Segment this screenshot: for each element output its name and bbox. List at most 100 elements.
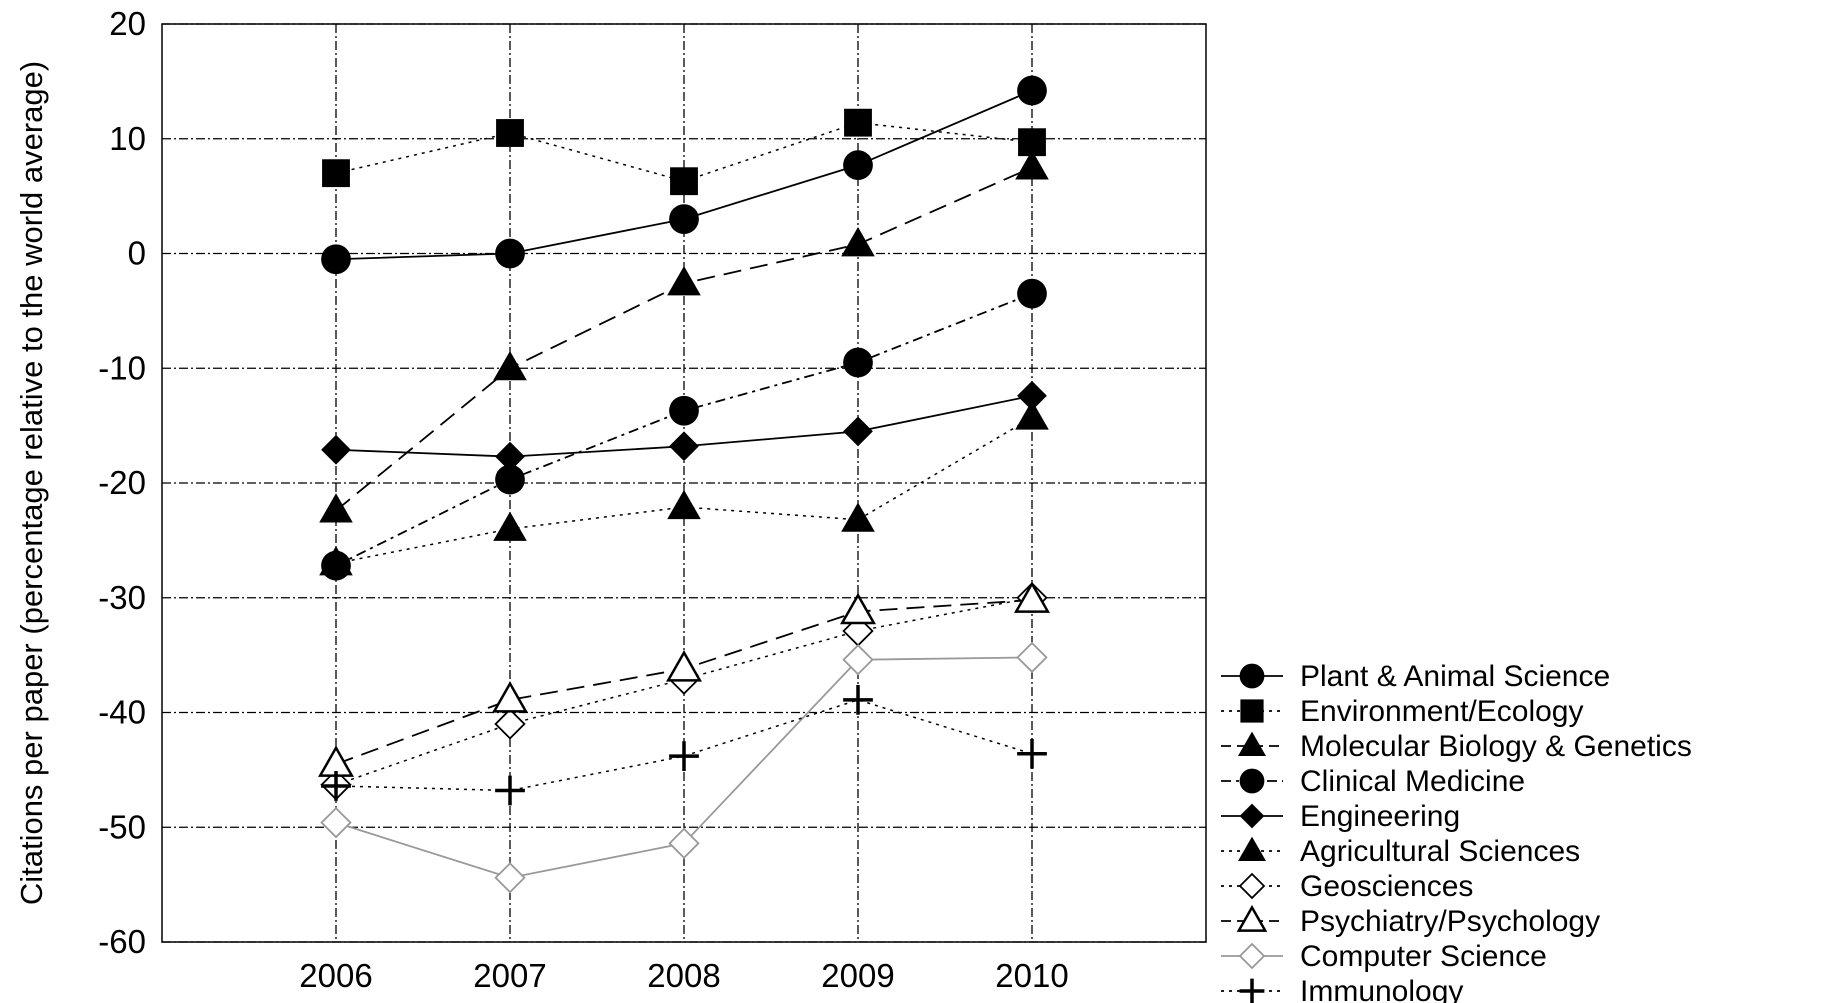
- y-tick-label: -30: [98, 579, 146, 616]
- data-point: [1238, 942, 1266, 970]
- data-point: [667, 266, 701, 296]
- data-point: [668, 827, 700, 859]
- legend-label: Agricultural Sciences: [1300, 835, 1580, 868]
- y-tick-label: -10: [98, 349, 146, 386]
- data-point: [1239, 978, 1265, 1003]
- data-point: [842, 644, 874, 676]
- data-point: [322, 159, 350, 188]
- data-point: [844, 108, 872, 137]
- legend-item: Engineering: [1221, 800, 1460, 833]
- data-point: [669, 741, 699, 771]
- data-point: [1017, 738, 1047, 769]
- series-0: [321, 75, 1047, 275]
- data-point: [495, 464, 525, 495]
- data-point: [1017, 75, 1047, 106]
- data-point: [1240, 699, 1264, 723]
- data-point: [841, 227, 875, 257]
- legend-label: Psychiatry/Psychology: [1300, 905, 1600, 938]
- data-point: [495, 775, 525, 806]
- data-point: [1236, 904, 1268, 932]
- series-7: [318, 581, 1050, 777]
- data-point: [843, 416, 873, 447]
- legend-item: Clinical Medicine: [1221, 765, 1525, 798]
- data-point: [321, 771, 351, 801]
- legend-label: Molecular Biology & Genetics: [1300, 730, 1692, 763]
- series-9: [321, 684, 1047, 806]
- data-point: [666, 650, 702, 682]
- legend-label: Computer Science: [1300, 940, 1547, 973]
- data-point: [494, 862, 526, 894]
- data-point: [1014, 581, 1050, 613]
- legend-item: Immunology: [1221, 975, 1463, 1003]
- series-5: [319, 400, 1049, 576]
- data-point: [494, 708, 526, 740]
- legend-item: Psychiatry/Psychology: [1221, 904, 1600, 938]
- legend-item: Molecular Biology & Genetics: [1221, 730, 1692, 763]
- data-point: [667, 489, 701, 520]
- data-point: [1239, 768, 1265, 794]
- data-point: [669, 431, 699, 462]
- series-line: [335, 292, 1033, 567]
- legend-item: Computer Science: [1221, 940, 1547, 973]
- legend-item: Plant & Animal Science: [1221, 660, 1610, 693]
- series-line: [335, 121, 1033, 182]
- data-point: [1017, 278, 1047, 309]
- data-point: [843, 347, 873, 378]
- y-tick-label: 0: [128, 235, 146, 272]
- data-point: [493, 511, 527, 541]
- data-point: [843, 150, 873, 181]
- data-point: [669, 395, 699, 426]
- y-tick-label: -20: [98, 464, 146, 501]
- data-point: [1239, 803, 1265, 829]
- legend-label: Plant & Animal Science: [1300, 660, 1610, 693]
- y-tick-label: -50: [98, 808, 146, 845]
- series-8: [320, 641, 1048, 894]
- data-point: [1015, 400, 1049, 430]
- data-point: [1016, 641, 1048, 674]
- series-line: [335, 597, 1033, 786]
- grid: [162, 23, 1206, 943]
- data-point: [321, 244, 351, 275]
- data-point: [1238, 872, 1266, 900]
- y-axis-label: Citations per paper (percentage relative…: [14, 61, 49, 905]
- data-point: [492, 681, 528, 713]
- legend-label: Geosciences: [1300, 870, 1473, 903]
- data-point: [495, 238, 525, 269]
- x-tick-label: 2006: [299, 957, 372, 994]
- data-point: [319, 493, 353, 523]
- data-point: [496, 119, 524, 147]
- data-point: [843, 684, 873, 715]
- legend-item: Agricultural Sciences: [1221, 835, 1580, 868]
- y-tick-label: -40: [98, 694, 146, 731]
- data-point: [1239, 663, 1265, 689]
- legend-label: Environment/Ecology: [1300, 695, 1583, 728]
- legend-label: Engineering: [1300, 800, 1460, 833]
- series-group: [318, 75, 1050, 894]
- data-point: [320, 806, 352, 839]
- data-point: [1015, 150, 1049, 180]
- data-point: [840, 592, 876, 625]
- legend-item: Environment/Ecology: [1221, 695, 1583, 728]
- y-tick-label: 10: [109, 120, 146, 157]
- y-tick-label: -60: [98, 923, 146, 960]
- x-tick-label: 2009: [821, 957, 894, 994]
- x-tick-label: 2007: [473, 957, 546, 994]
- legend-label: Clinical Medicine: [1300, 765, 1525, 798]
- plot-area: [161, 23, 1207, 943]
- data-point: [670, 167, 698, 196]
- data-point: [1017, 380, 1047, 411]
- y-tick-label: 20: [109, 5, 146, 42]
- x-axis-ticks: 2006 2007 2008 2009 2010: [299, 957, 1068, 994]
- series-2: [319, 150, 1049, 523]
- data-point: [319, 546, 353, 576]
- data-point: [321, 434, 351, 465]
- legend-label: Immunology: [1300, 975, 1463, 1003]
- data-point: [841, 502, 875, 532]
- x-tick-label: 2010: [995, 957, 1068, 994]
- legend: Plant & Animal ScienceEnvironment/Ecolog…: [1221, 660, 1692, 1003]
- data-point: [1238, 836, 1266, 861]
- x-tick-label: 2008: [647, 957, 720, 994]
- series-4: [321, 380, 1047, 472]
- y-axis-ticks: 20 10 0 -10 -20 -30 -40 -50 -60: [98, 5, 146, 960]
